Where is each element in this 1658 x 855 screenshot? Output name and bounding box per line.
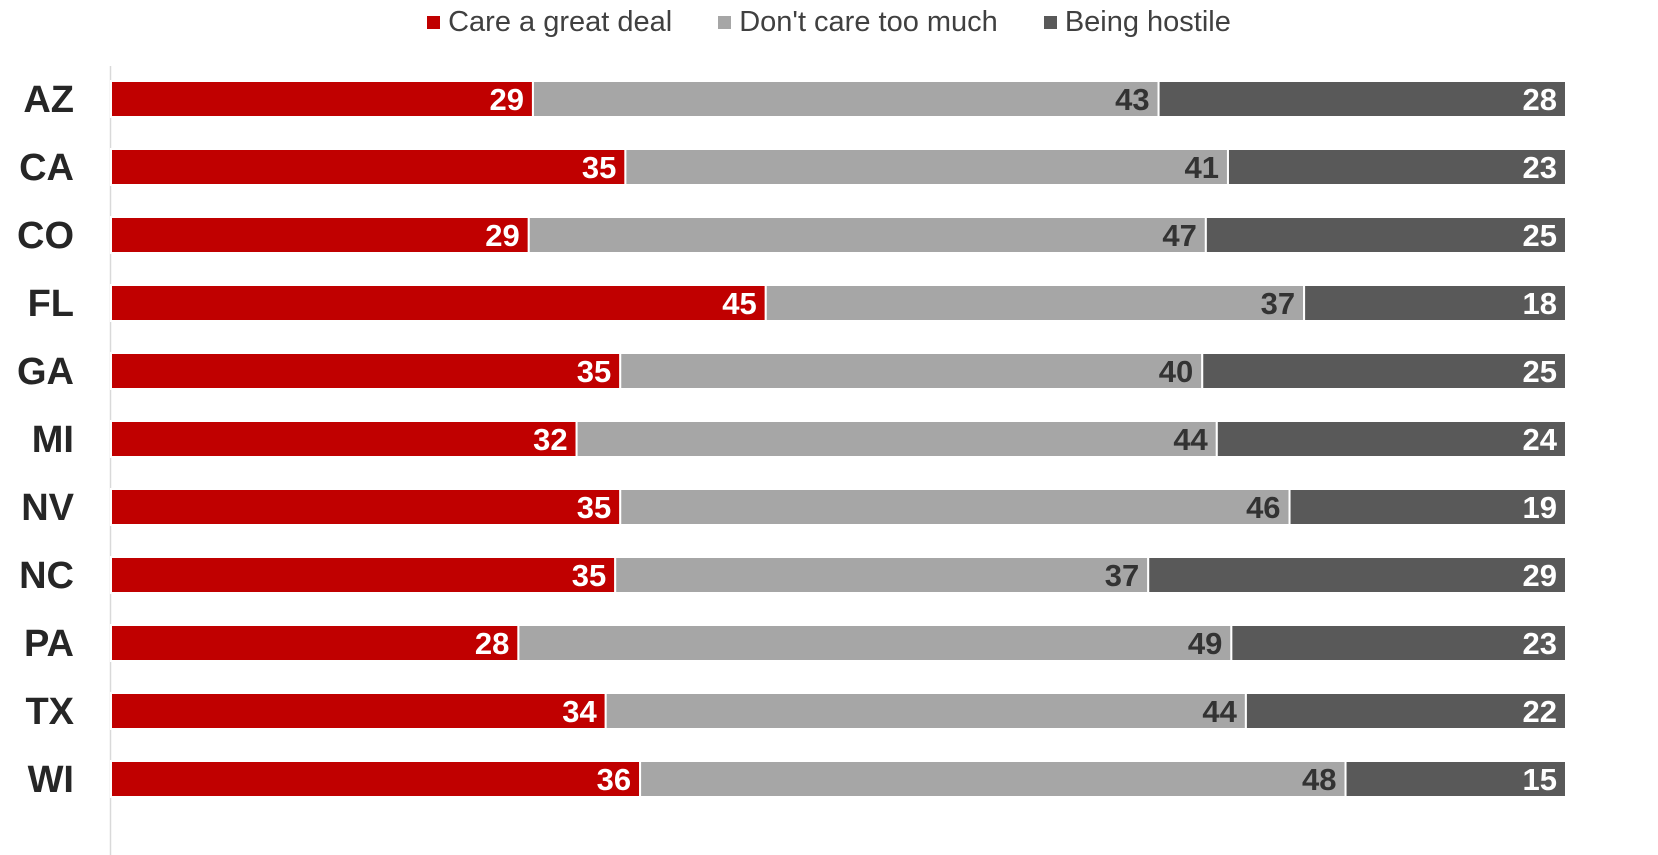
bar-segment-ca-s1 [624, 148, 1229, 186]
category-label-pa: PA [24, 623, 74, 665]
category-label-nv: NV [21, 487, 74, 529]
bar-segment-pa-s2 [1230, 624, 1567, 662]
data-label-co-s2: 25 [1523, 218, 1557, 253]
bar-segment-tx-s0 [110, 692, 607, 730]
legend-item-being-hostile: Being hostile [1043, 5, 1231, 39]
legend-label-care-great-deal: Care a great deal [448, 5, 673, 38]
data-label-mi-s0: 32 [533, 422, 567, 457]
bar-segment-pa-s0 [110, 624, 520, 662]
bar-segment-wi-s0 [110, 760, 642, 798]
bar-segment-pa-s1 [517, 624, 1233, 662]
data-label-nc-s2: 29 [1523, 558, 1557, 593]
chart-legend: Care a great deal Don't care too much Be… [0, 0, 1658, 44]
bar-segment-nc-s0 [110, 556, 617, 594]
data-label-fl-s0: 45 [722, 286, 756, 321]
data-label-ca-s1: 41 [1184, 150, 1218, 185]
legend-label-dont-care-too-much: Don't care too much [739, 5, 998, 38]
data-label-ca-s0: 35 [582, 150, 616, 185]
data-label-nv-s2: 19 [1523, 490, 1557, 525]
data-label-nv-s1: 46 [1246, 490, 1280, 525]
bar-segment-ca-s0 [110, 148, 627, 186]
data-label-ca-s2: 23 [1523, 150, 1557, 185]
data-label-wi-s0: 36 [597, 762, 631, 797]
bar-segment-tx-s2 [1244, 692, 1568, 730]
bar-segment-mi-s1 [575, 420, 1218, 458]
bar-segment-ga-s0 [110, 352, 622, 390]
bar-segment-nc-s1 [614, 556, 1150, 594]
bar-segment-wi-s2 [1344, 760, 1567, 798]
category-label-mi: MI [32, 419, 74, 461]
bar-segment-nv-s2 [1288, 488, 1568, 526]
category-label-tx: TX [25, 691, 74, 733]
data-label-wi-s2: 15 [1523, 762, 1557, 797]
bar-segment-az-s0 [110, 80, 534, 118]
data-label-tx-s0: 34 [562, 694, 597, 729]
bar-segment-fl-s0 [110, 284, 767, 322]
data-label-nc-s1: 37 [1105, 558, 1139, 593]
bar-segment-co-s2 [1204, 216, 1567, 254]
data-label-tx-s2: 22 [1523, 694, 1557, 729]
data-label-co-s1: 47 [1162, 218, 1196, 253]
category-label-ca: CA [19, 147, 74, 189]
bar-segment-nv-s0 [110, 488, 622, 526]
legend-label-being-hostile: Being hostile [1064, 5, 1231, 38]
bar-segment-fl-s2 [1303, 284, 1567, 322]
category-label-ga: GA [17, 351, 74, 393]
legend-swatch-dont-care-too-much [718, 15, 732, 29]
bar-segment-ca-s2 [1226, 148, 1568, 186]
data-label-co-s0: 29 [485, 218, 519, 253]
bar-segment-wi-s1 [639, 760, 1347, 798]
data-label-ga-s0: 35 [577, 354, 611, 389]
bar-segment-tx-s1 [604, 692, 1247, 730]
category-label-az: AZ [23, 79, 74, 121]
bar-segment-co-s1 [527, 216, 1207, 254]
category-label-co: CO [17, 215, 74, 257]
data-label-ga-s2: 25 [1523, 354, 1557, 389]
data-label-pa-s0: 28 [475, 626, 509, 661]
bar-segment-fl-s1 [764, 284, 1306, 322]
data-label-fl-s2: 18 [1523, 286, 1557, 321]
bar-segment-az-s2 [1157, 80, 1567, 118]
legend-swatch-being-hostile [1043, 15, 1057, 29]
data-label-pa-s1: 49 [1188, 626, 1222, 661]
data-label-mi-s1: 44 [1173, 422, 1208, 457]
data-label-nc-s0: 35 [572, 558, 606, 593]
data-label-wi-s1: 48 [1302, 762, 1336, 797]
data-label-mi-s2: 24 [1523, 422, 1558, 457]
data-label-az-s2: 28 [1523, 82, 1557, 117]
data-label-az-s1: 43 [1115, 82, 1149, 117]
bar-segment-ga-s2 [1201, 352, 1567, 390]
data-label-tx-s1: 44 [1202, 694, 1237, 729]
data-label-ga-s1: 40 [1159, 354, 1193, 389]
bar-segment-mi-s0 [110, 420, 578, 458]
data-label-az-s0: 29 [489, 82, 523, 117]
bar-segment-co-s0 [110, 216, 530, 254]
legend-swatch-care-great-deal [427, 15, 441, 29]
bar-segment-nv-s1 [619, 488, 1291, 526]
bar-segment-mi-s2 [1215, 420, 1568, 458]
category-label-wi: WI [28, 759, 74, 801]
data-label-pa-s2: 23 [1523, 626, 1557, 661]
legend-item-care-great-deal: Care a great deal [427, 6, 672, 39]
category-label-fl: FL [28, 283, 74, 325]
bar-segment-ga-s1 [619, 352, 1204, 390]
legend-item-dont-care-too-much: Don't care too much [718, 6, 998, 39]
category-label-nc: NC [19, 555, 74, 597]
bar-segment-nc-s2 [1147, 556, 1568, 594]
bar-segment-az-s1 [531, 80, 1160, 118]
data-label-fl-s1: 37 [1261, 286, 1295, 321]
data-label-nv-s0: 35 [577, 490, 611, 525]
